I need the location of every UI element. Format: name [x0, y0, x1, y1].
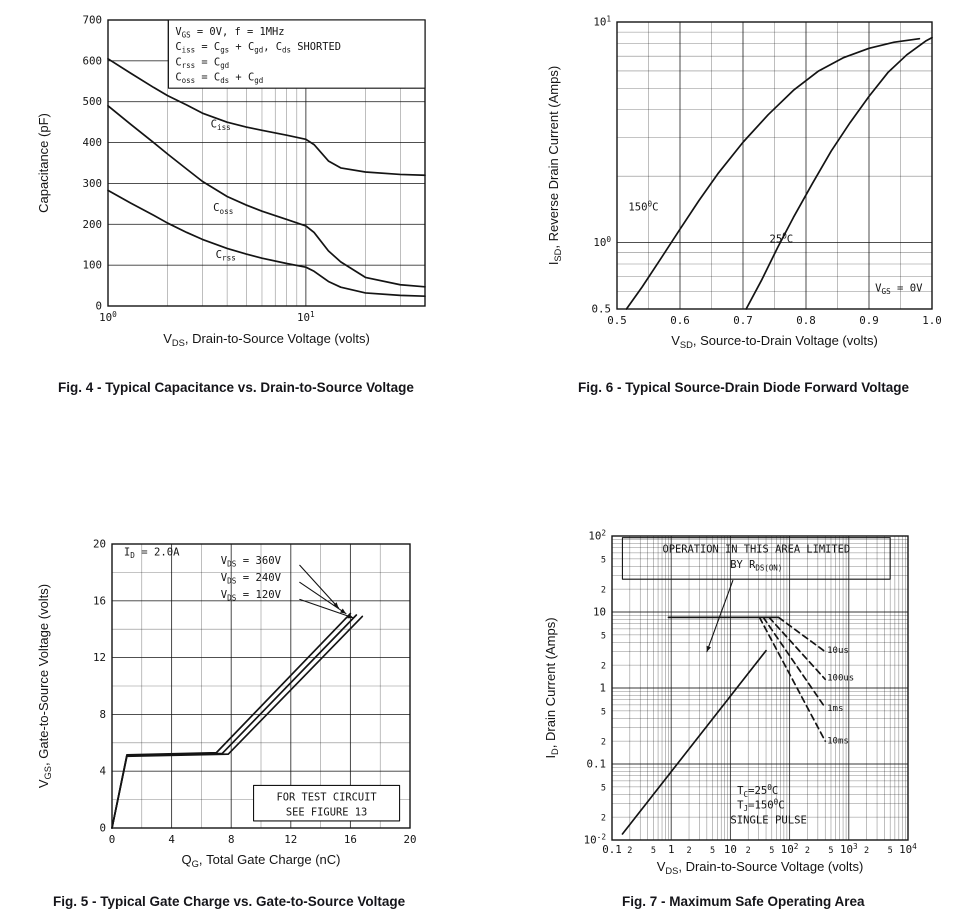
- fig5-caption: Fig. 5 - Typical Gate Charge vs. Gate-to…: [53, 894, 406, 909]
- fig5-gate-charge-chart: [28, 528, 448, 886]
- fig7-safe-operating-area-chart: [538, 524, 960, 886]
- fig6-diode-forward-voltage-chart: [538, 4, 960, 370]
- fig4-capacitance-vs-vds-chart: [28, 4, 448, 370]
- fig4-caption: Fig. 4 - Typical Capacitance vs. Drain-t…: [58, 380, 414, 395]
- fig7-caption: Fig. 7 - Maximum Safe Operating Area: [622, 894, 865, 909]
- fig6-caption: Fig. 6 - Typical Source-Drain Diode Forw…: [578, 380, 910, 395]
